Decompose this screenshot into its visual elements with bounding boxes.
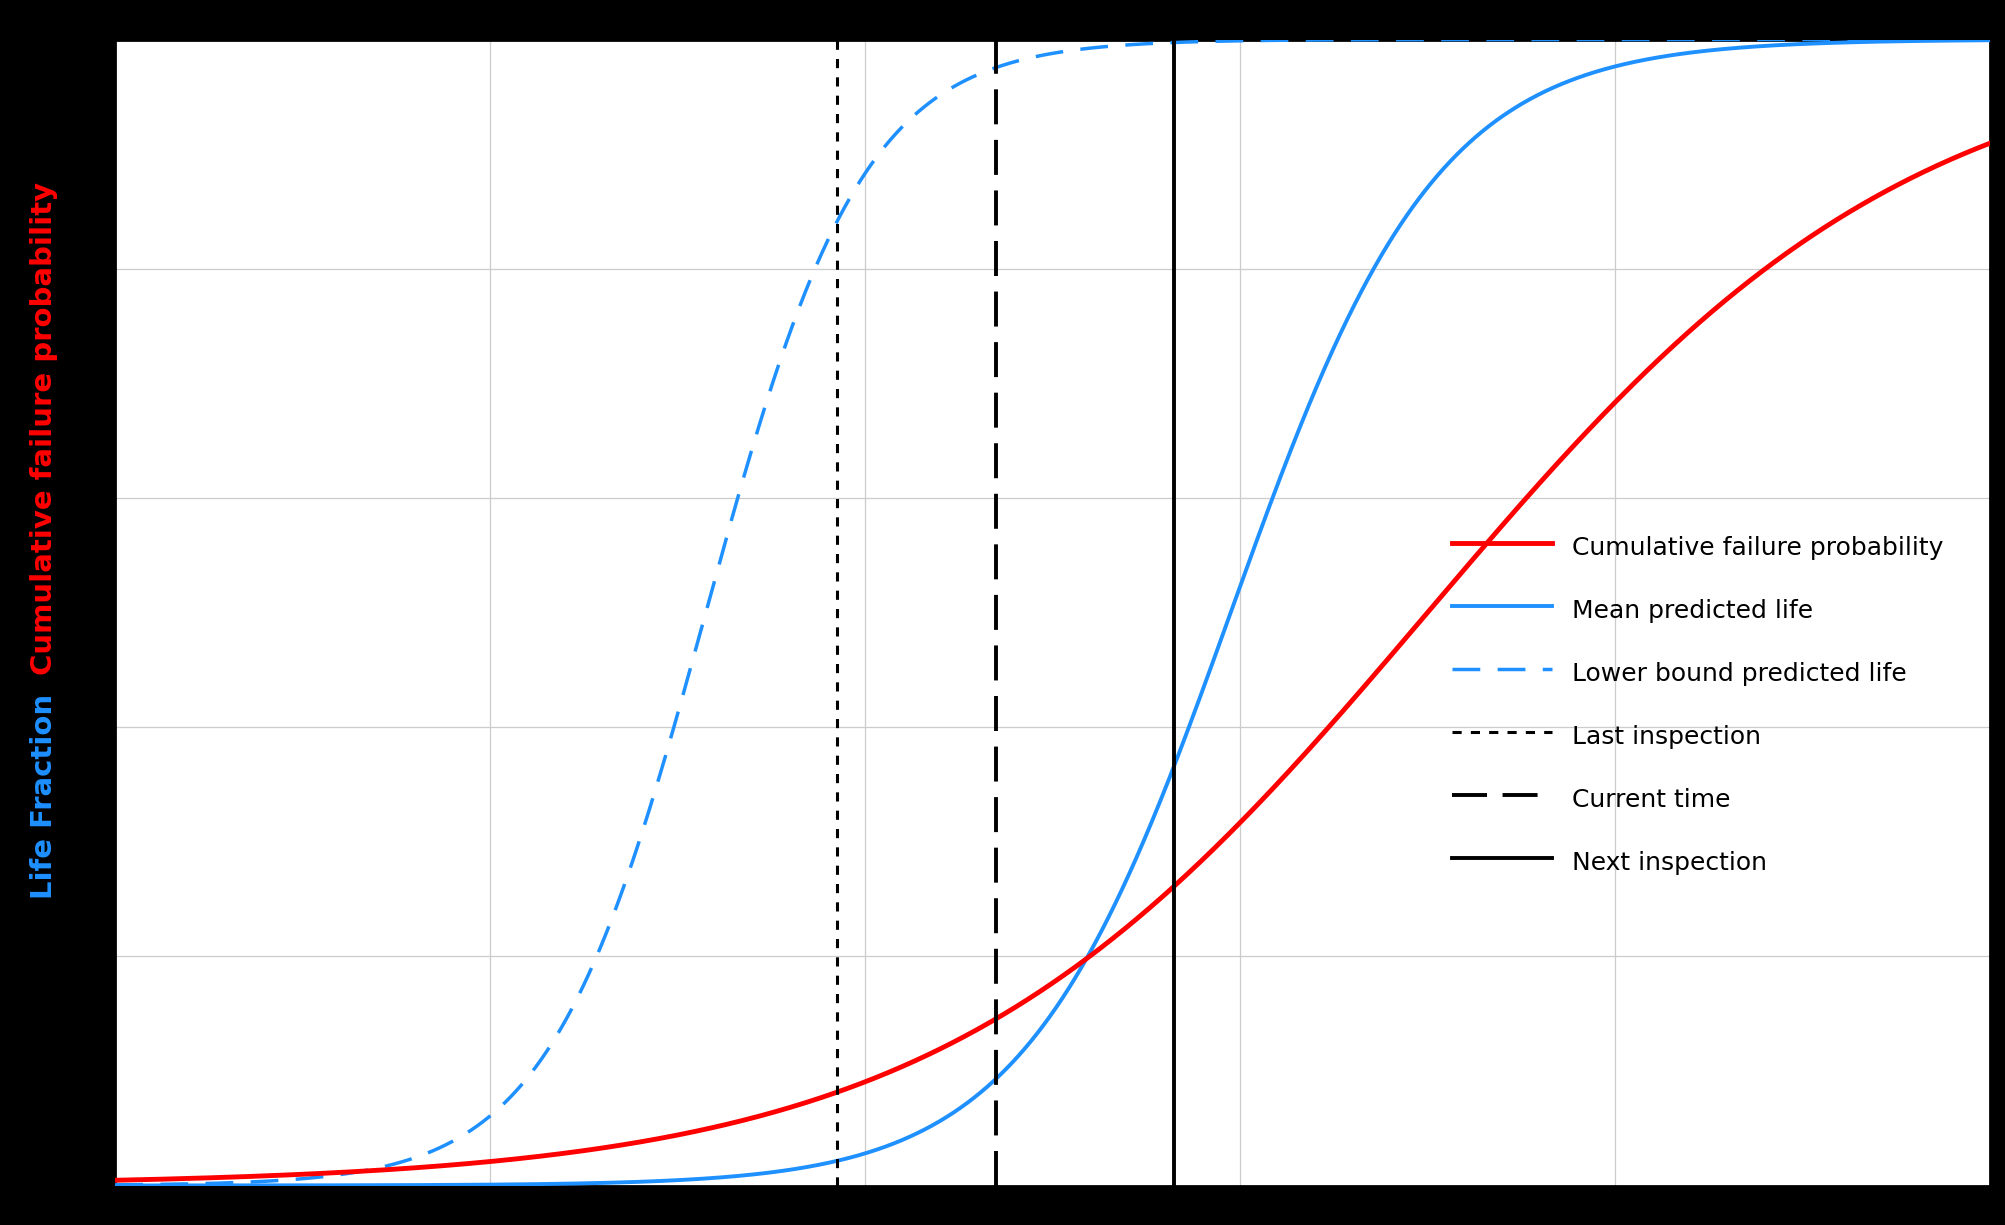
Text: Life Fraction: Life Fraction [30,693,58,899]
Text: Cumulative failure probability: Cumulative failure probability [30,183,58,675]
Legend: Cumulative failure probability, Mean predicted life, Lower bound predicted life,: Cumulative failure probability, Mean pre… [1428,506,1969,902]
